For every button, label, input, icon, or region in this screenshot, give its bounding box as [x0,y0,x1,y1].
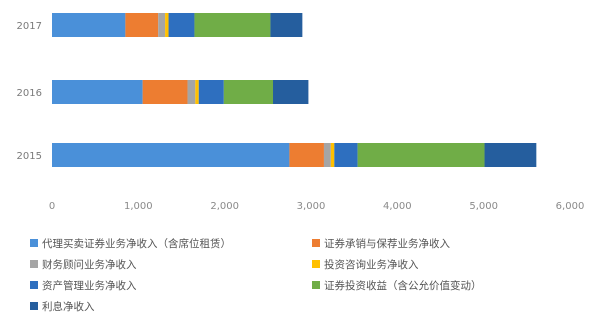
legend-label-4: 投资咨询业务净收入 [324,258,419,271]
bar-segment-2016-series-5 [198,80,224,104]
legend-swatch-3 [30,260,38,268]
legend-label-2: 证券承销与保荐业务净收入 [324,237,450,250]
bar-segment-2017-series-5 [168,13,195,37]
legend-swatch-6 [312,281,320,289]
legend-swatch-2 [312,239,320,247]
bar-segment-2017-series-2 [125,13,159,37]
x-tick-label-4: 4,000 [383,201,412,212]
x-tick-label-6: 6,000 [556,201,585,212]
bar-segment-2016-series-2 [142,80,188,104]
bar-segment-2017-series-6 [194,13,271,37]
bar-segment-2015-series-2 [289,143,324,167]
x-tick-label-3: 3,000 [297,201,326,212]
bar-segment-2015-series-7 [484,143,537,167]
bar-segment-2015-series-4 [330,143,335,167]
bar-segment-2016-series-6 [223,80,274,104]
bar-segment-2015-series-5 [334,143,358,167]
legend-label-7: 利息净收入 [42,300,95,313]
bar-segment-2016-series-1 [52,80,143,104]
bar-segment-2017-series-4 [165,13,169,37]
bar-segment-2015-series-1 [52,143,290,167]
legend-label-1: 代理买卖证券业务净收入（含席位租赁） [42,237,231,250]
bar-segment-2017-series-1 [52,13,126,37]
legend-label-5: 资产管理业务净收入 [42,279,137,292]
category-label-2015: 2015 [17,151,42,162]
bar-segment-2016-series-7 [273,80,309,104]
legend-swatch-1 [30,239,38,247]
category-label-2017: 2017 [17,21,42,32]
bar-segment-2017-series-3 [158,13,166,37]
x-tick-label-5: 5,000 [469,201,498,212]
legend-swatch-7 [30,302,38,310]
category-label-2016: 2016 [17,88,42,99]
x-tick-label-0: 0 [49,201,55,212]
bar-segment-2015-series-6 [357,143,485,167]
bar-segment-2016-series-4 [195,80,199,104]
legend-label-6: 证券投资收益（含公允价值变动） [324,279,482,292]
x-tick-label-1: 1,000 [124,201,153,212]
legend-swatch-4 [312,260,320,268]
x-tick-label-2: 2,000 [210,201,239,212]
bar-segment-2015-series-3 [323,143,331,167]
bar-segment-2016-series-3 [187,80,196,104]
legend-swatch-5 [30,281,38,289]
bar-segment-2017-series-7 [270,13,303,37]
legend-label-3: 财务顾问业务净收入 [42,258,137,271]
